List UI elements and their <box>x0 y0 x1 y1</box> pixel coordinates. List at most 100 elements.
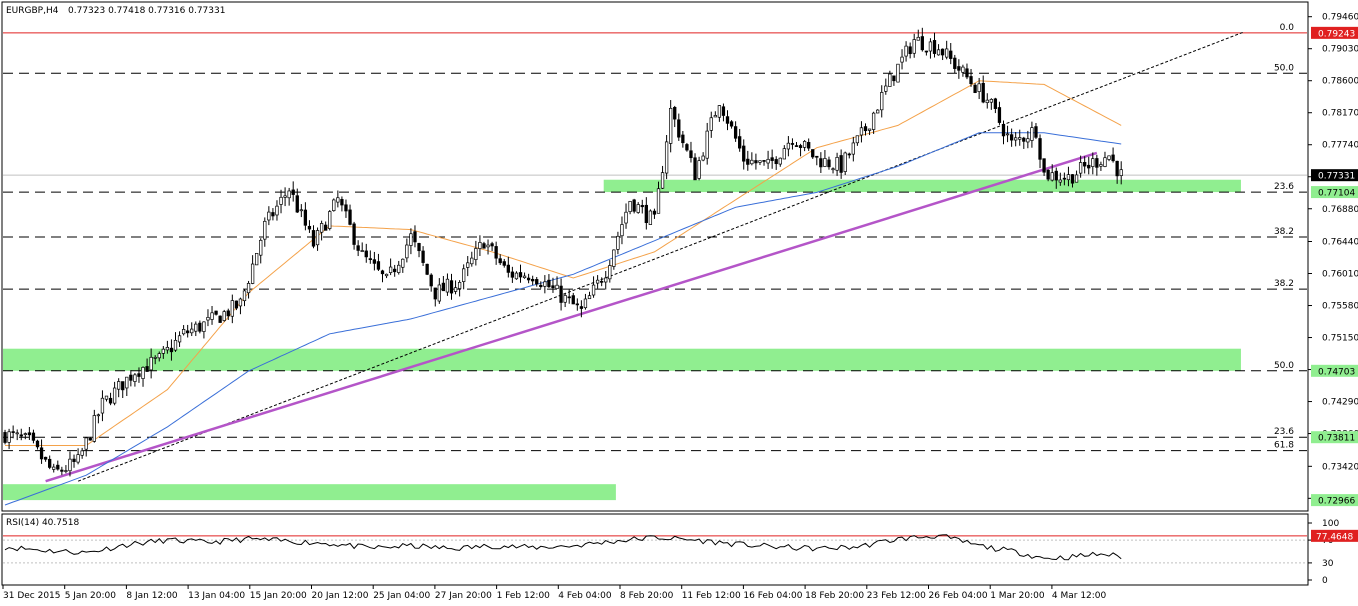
candle-body <box>555 284 559 290</box>
candle-body <box>851 142 855 155</box>
price-tick-label: 0.76880 <box>1322 205 1358 215</box>
candle-body <box>80 450 84 456</box>
candle-body <box>490 243 494 247</box>
candle-body <box>839 155 843 173</box>
candle-body <box>681 134 685 144</box>
candle-body <box>750 159 754 165</box>
candle-body <box>157 353 161 359</box>
candle-body <box>453 287 458 292</box>
candle-body <box>210 312 214 320</box>
candle-body <box>924 50 929 53</box>
candle-body <box>790 143 795 145</box>
candle-body <box>1119 169 1123 176</box>
rsi-tag-label: 77.4648 <box>1316 532 1353 542</box>
candle-body <box>746 158 750 165</box>
candle-body <box>238 298 243 307</box>
candle-body <box>433 287 437 300</box>
candle-body <box>104 395 109 400</box>
candle-body <box>733 126 738 139</box>
support-zone <box>3 484 616 501</box>
candle-body <box>161 348 165 354</box>
candle-body <box>255 252 259 266</box>
candle-body <box>884 85 888 92</box>
candle-body <box>299 209 303 212</box>
candle-body <box>957 66 961 71</box>
fib-level-label: 23.6 <box>1274 427 1294 437</box>
candle-body <box>506 264 510 273</box>
fib-level-label: 38.2 <box>1274 279 1294 289</box>
candle-body <box>798 145 803 148</box>
candle-body <box>352 223 356 245</box>
candle-body <box>904 45 908 57</box>
candle-body <box>27 432 32 436</box>
candle-body <box>567 296 571 299</box>
candle-body <box>68 458 72 472</box>
candle-body <box>149 356 153 371</box>
candle-body <box>551 285 555 289</box>
fib-level-label: 38.2 <box>1274 227 1294 237</box>
candle-body <box>303 209 308 226</box>
candle-body <box>616 235 620 250</box>
candle-body <box>474 248 478 260</box>
rsi-line <box>4 534 1122 561</box>
candle-body <box>283 195 287 198</box>
candle-body <box>145 366 149 372</box>
time-tick-label: 23 Feb 12:00 <box>867 591 926 601</box>
candle-body <box>291 189 295 195</box>
candle-body <box>754 160 758 164</box>
candle-body <box>7 431 11 443</box>
candle-body <box>514 272 519 280</box>
candle-body <box>847 153 851 156</box>
candle-body <box>831 168 835 171</box>
candle-body <box>591 284 596 296</box>
candle-body <box>462 268 466 282</box>
candle-body <box>35 440 40 448</box>
candle-body <box>429 274 433 287</box>
time-tick-label: 4 Feb 04:00 <box>558 591 612 601</box>
indicator-lines <box>4 31 1244 506</box>
candle-body <box>393 268 397 273</box>
candle-body <box>855 135 860 144</box>
candle-body <box>867 128 872 131</box>
candle-body <box>835 157 839 171</box>
candle-body <box>457 282 462 289</box>
fib-level-label: 50.0 <box>1274 361 1294 371</box>
candle-body <box>693 157 697 181</box>
price-tick-label: 0.74290 <box>1322 398 1358 408</box>
rsi-tick-label: 100 <box>1322 519 1339 529</box>
candle-body <box>531 278 535 282</box>
candle-body <box>478 242 482 249</box>
fib-level-label: 0.0 <box>1280 23 1295 33</box>
candle-body <box>1091 158 1095 167</box>
candle-body <box>287 190 291 199</box>
candle-body <box>181 329 186 335</box>
candle-body <box>76 454 80 463</box>
candle-body <box>660 172 665 189</box>
price-tag-label: 0.77331 <box>1318 172 1355 182</box>
candle-body <box>1014 137 1018 141</box>
candle-body <box>1046 169 1050 180</box>
time-tick-label: 13 Jan 04:00 <box>188 591 245 601</box>
candle-body <box>608 265 612 280</box>
candle-body <box>186 330 190 334</box>
candle-body <box>993 98 998 109</box>
candle-body <box>1062 177 1067 180</box>
candle-body <box>129 374 133 381</box>
candle-body <box>108 397 113 404</box>
price-tag-label: 0.79243 <box>1318 29 1355 39</box>
time-tick-label: 16 Feb 04:00 <box>743 591 802 601</box>
candle-body <box>206 317 210 321</box>
candle-body <box>372 259 377 264</box>
candle-body <box>311 230 316 247</box>
candle-body <box>1103 157 1107 167</box>
candle-body <box>43 456 48 460</box>
time-tick-label: 1 Mar 20:00 <box>990 591 1045 601</box>
candle-body <box>279 196 283 205</box>
candle-body <box>892 75 896 82</box>
candle-body <box>794 145 799 147</box>
price-tag-box <box>1311 169 1358 182</box>
candle-body <box>571 295 575 305</box>
purple-trendline <box>45 151 1098 483</box>
candle-body <box>425 263 429 275</box>
